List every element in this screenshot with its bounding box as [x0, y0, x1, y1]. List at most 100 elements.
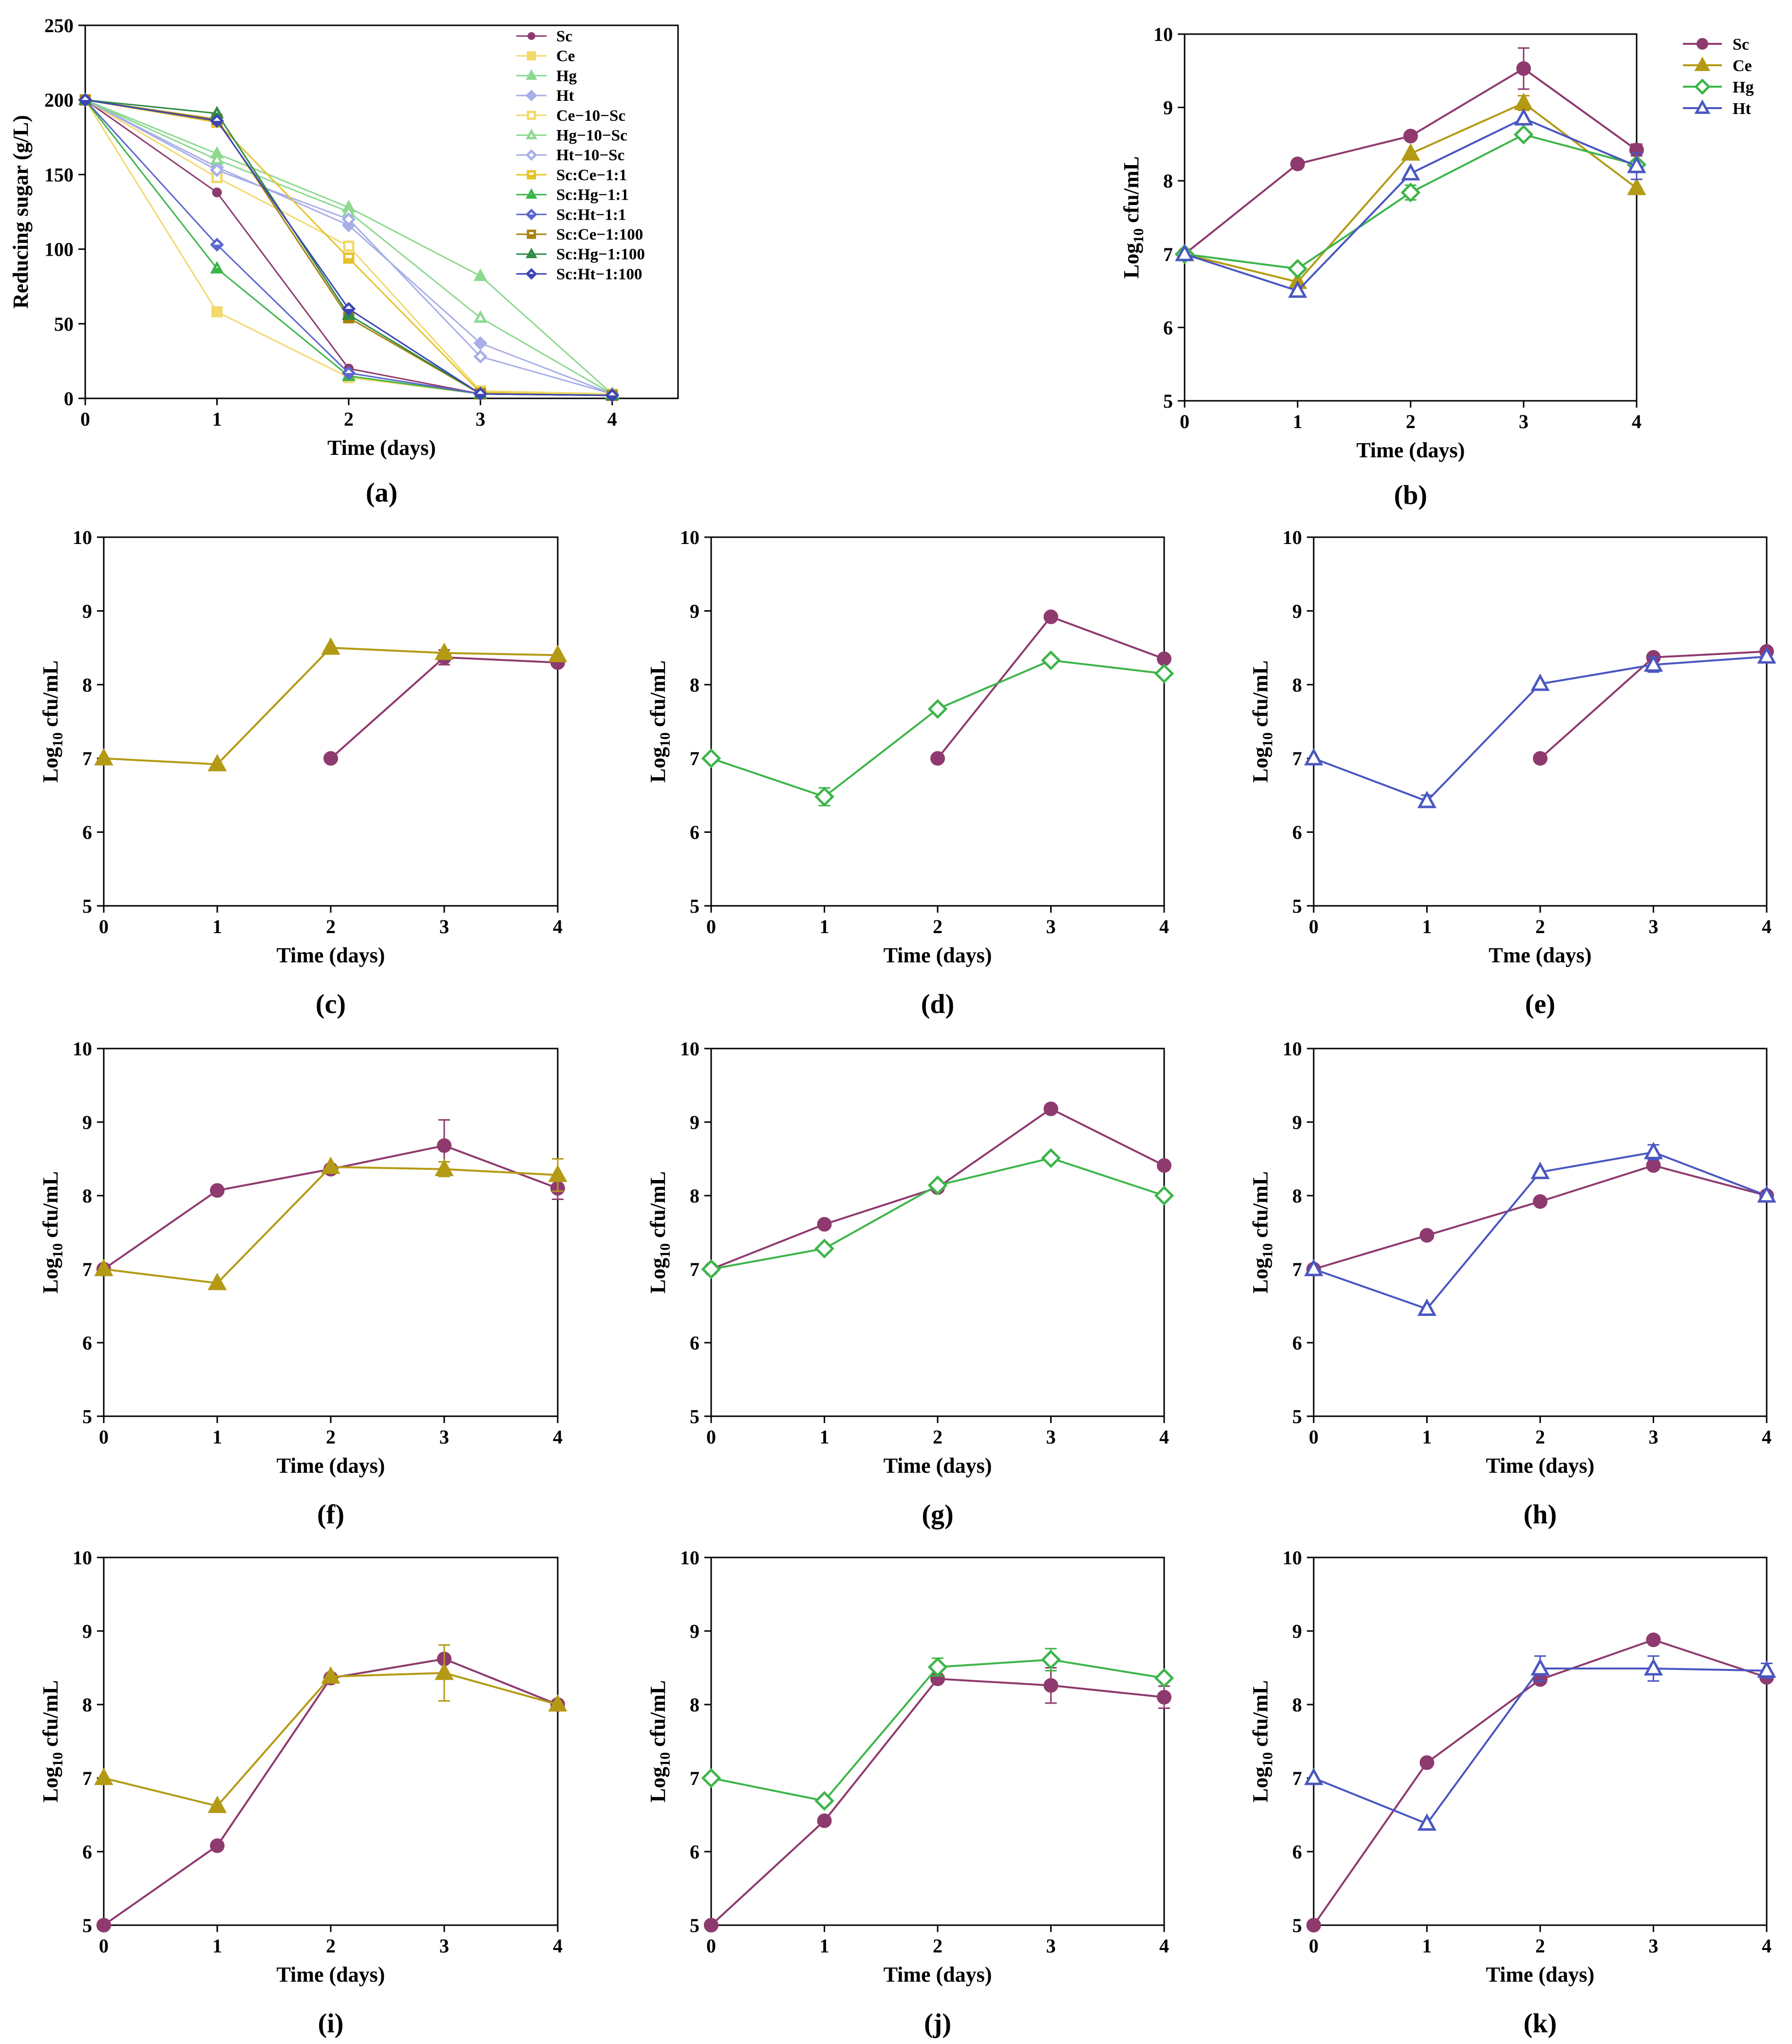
data-point — [1533, 751, 1547, 766]
data-point — [1154, 1185, 1174, 1206]
x-tick-label: 1 — [820, 1426, 830, 1448]
x-tick-label: 1 — [212, 408, 222, 430]
panel-label: (f) — [317, 1500, 344, 1530]
data-point — [814, 1238, 834, 1259]
y-tick-label: 10 — [1283, 1038, 1302, 1060]
x-tick-label: 4 — [1632, 411, 1641, 432]
y-tick-label: 5 — [1292, 1406, 1302, 1427]
chart-g: 0 1 2 3 4 5 6 7 8 9 10 Time (days) Log10 cfu/mL (g) — [646, 1038, 1174, 1530]
y-tick-label: 6 — [82, 1332, 92, 1354]
data-point — [341, 212, 356, 226]
data-point-fill — [343, 314, 354, 319]
plot-frame — [1313, 1048, 1768, 1417]
x-tick-label: 2 — [933, 916, 943, 938]
y-tick-label: 9 — [1292, 1620, 1302, 1642]
y-tick-label: 10 — [73, 526, 92, 548]
series-line — [711, 1157, 1165, 1270]
y-tick-label: 7 — [690, 748, 699, 769]
data-point — [207, 754, 227, 771]
data-point — [701, 748, 721, 769]
y-tick-label: 9 — [1292, 600, 1302, 622]
data-point — [814, 1791, 834, 1811]
data-point — [94, 1258, 113, 1276]
legend-label: Sc — [556, 28, 572, 45]
legend-label: Ht — [556, 87, 574, 105]
data-point-fill — [344, 318, 353, 322]
data-point — [1419, 1228, 1434, 1243]
x-tick-label: 3 — [475, 408, 485, 430]
data-point — [1530, 1658, 1550, 1676]
legend-label: Hg−10−Sc — [556, 127, 627, 145]
y-tick-label: 7 — [82, 1258, 92, 1280]
data-point — [207, 1273, 227, 1291]
legend-marker-fill — [528, 253, 535, 257]
data-point — [1646, 1632, 1661, 1648]
x-tick-label: 2 — [1535, 916, 1545, 938]
data-point — [94, 1767, 113, 1785]
series-line — [710, 1678, 1165, 1926]
data-point-fill — [212, 268, 222, 273]
x-tick-label: 4 — [553, 1426, 563, 1448]
data-point — [473, 310, 488, 323]
y-tick-label: 6 — [1163, 317, 1173, 338]
y-tick-label: 10 — [73, 1038, 92, 1060]
x-axis-title: Time (days) — [277, 1454, 385, 1478]
plot-frame — [1313, 536, 1768, 907]
data-point-fill — [343, 373, 354, 378]
data-point — [321, 637, 340, 655]
x-axis-title: Time (days) — [277, 943, 385, 967]
y-tick-label: 5 — [1292, 895, 1302, 917]
series-Sc — [96, 1119, 565, 1276]
y-tick-label: 8 — [1292, 674, 1302, 696]
y-tick-label: 250 — [44, 15, 74, 37]
data-point — [701, 1259, 721, 1279]
data-point — [434, 642, 454, 660]
data-point — [1287, 259, 1308, 279]
panel-label: (d) — [921, 989, 954, 1019]
y-axis-title: Log10 cfu/mL — [646, 1171, 673, 1294]
x-tick-label: 3 — [1649, 1426, 1659, 1448]
series-line — [711, 659, 1165, 798]
legend-marker — [526, 69, 537, 80]
x-tick-label: 0 — [706, 1935, 716, 1957]
x-tick-label: 0 — [1309, 1935, 1319, 1957]
series-line — [1313, 1164, 1767, 1270]
data-point — [1154, 1668, 1174, 1688]
legend-label: Ce — [1733, 57, 1752, 75]
data-point — [1041, 1148, 1061, 1168]
y-tick-label: 7 — [1292, 1258, 1302, 1280]
x-tick-label: 2 — [1406, 411, 1415, 432]
data-point — [473, 349, 488, 364]
plot-frame — [1313, 1556, 1768, 1926]
x-tick-label: 2 — [326, 1426, 336, 1448]
y-tick-label: 10 — [1283, 1547, 1302, 1569]
y-tick-label: 8 — [690, 1185, 699, 1207]
data-point — [473, 336, 488, 350]
legend-label: Ce — [556, 48, 575, 65]
x-tick-label: 4 — [1159, 916, 1169, 938]
series-line — [330, 656, 558, 759]
x-tick-label: 0 — [1180, 411, 1189, 432]
data-point — [1417, 1813, 1437, 1831]
data-point — [1041, 1650, 1061, 1670]
y-tick-label: 6 — [82, 822, 92, 844]
data-point — [1403, 129, 1418, 144]
y-tick-label: 9 — [82, 1111, 92, 1133]
x-tick-label: 0 — [706, 1426, 716, 1448]
y-tick-label: 5 — [690, 895, 699, 917]
x-tick-label: 3 — [1046, 1426, 1056, 1448]
panel-label: (j) — [924, 2008, 951, 2039]
x-axis-title: Time (days) — [277, 1963, 385, 1987]
y-tick-label: 9 — [82, 600, 92, 622]
y-tick-label: 9 — [82, 1620, 92, 1642]
data-point — [1530, 673, 1550, 691]
chart-i: 0 1 2 3 4 5 6 7 8 9 10 Time (days) Log10 cfu/mL (i) — [38, 1547, 567, 2039]
chart-h: 0 1 2 3 4 5 6 7 8 9 10 Time (days) Log10 cfu/mL (h) — [1248, 1038, 1776, 1530]
data-point — [1157, 651, 1171, 666]
data-point — [1157, 1158, 1171, 1173]
x-tick-label: 4 — [1762, 916, 1772, 938]
x-tick-label: 0 — [1309, 916, 1319, 938]
data-point — [323, 751, 338, 766]
legend-marker — [526, 90, 537, 102]
data-point — [548, 644, 567, 662]
